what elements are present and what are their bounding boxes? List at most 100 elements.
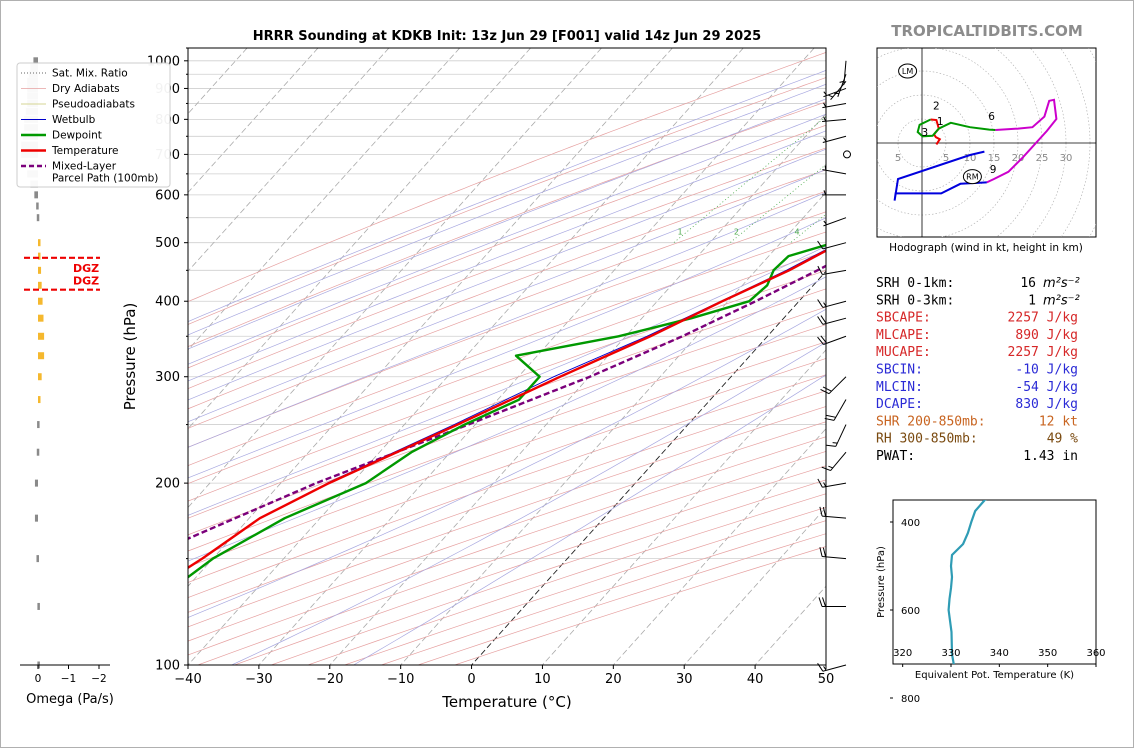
mixing-ratio-line <box>674 48 910 243</box>
theta-e-frame <box>893 500 1096 664</box>
x-tick-label: 0 <box>467 672 475 687</box>
index-label: PWAT: <box>876 449 915 464</box>
omega-bar <box>37 449 40 456</box>
index-value: 1 <box>1028 293 1036 308</box>
omega-bar <box>35 515 38 522</box>
wind-barb <box>840 61 846 85</box>
y-tick-label: 400 <box>155 295 180 310</box>
omega-x-tick-label: 0 <box>35 673 42 685</box>
wind-barb <box>819 597 846 606</box>
index-label: SRH 0-1km: <box>876 276 954 291</box>
hodograph-height-label: 1 <box>937 116 944 128</box>
index-unit: m²s⁻² <box>1043 276 1080 291</box>
index-label: MLCIN: <box>876 380 923 395</box>
omega-x-tick-label: −1 <box>61 673 76 685</box>
barb-flag <box>821 389 829 393</box>
wind-barb <box>818 336 846 345</box>
index-label: SBCIN: <box>876 363 923 378</box>
storm-motion-label: LM <box>902 67 913 76</box>
omega-bar <box>36 203 39 210</box>
mixing-ratio-label: 4 <box>794 227 799 236</box>
index-label: SHR 200-850mb: <box>876 414 986 429</box>
hodograph-ring-label: 5 <box>895 153 901 164</box>
index-label: MUCAPE: <box>876 345 931 360</box>
mixing-ratio-label: 2 <box>734 227 739 236</box>
omega-bar <box>38 373 42 380</box>
hodograph-height-label: 6 <box>988 111 995 123</box>
hodograph-height-label: 2 <box>933 100 940 112</box>
x-tick-label: 20 <box>605 672 622 687</box>
barb-half-flag <box>828 95 832 97</box>
theta-e-y-tick-label: 600 <box>901 606 920 617</box>
omega-bar <box>36 555 39 562</box>
barb-flag <box>823 597 826 606</box>
omega-x-tick-label: −2 <box>91 673 106 685</box>
legend-label: Temperature <box>51 145 119 157</box>
index-label: MLCAPE: <box>876 328 931 343</box>
barb-flag <box>820 547 822 556</box>
isotherm-line <box>259 48 814 665</box>
mixing-ratio-label: 6 <box>832 227 837 236</box>
index-label: DCAPE: <box>876 397 923 412</box>
x-tick-label: −40 <box>174 672 201 687</box>
barb-staff <box>831 452 846 470</box>
hodograph-ring-label: 30 <box>1060 153 1073 164</box>
theta-e-x-tick-label: 320 <box>893 648 912 659</box>
wind-barb <box>821 377 846 394</box>
y-tick-label: 500 <box>155 236 180 251</box>
wind-barb <box>820 507 846 518</box>
wind-barb <box>820 547 846 558</box>
index-value: 2257 J/kg <box>1008 311 1078 326</box>
index-value: 12 kt <box>1039 414 1078 429</box>
wind-barb <box>828 81 846 99</box>
x-tick-label: 30 <box>676 672 693 687</box>
theta-e-y-tick-label: 400 <box>901 518 920 529</box>
barb-staff <box>836 425 846 447</box>
hodograph-height-label: 3 <box>922 127 929 139</box>
chart-title: HRRR Sounding at KDKB Init: 13z Jun 29 [… <box>253 29 761 44</box>
y-tick-label: 200 <box>155 477 180 492</box>
wind-barb <box>823 218 846 226</box>
theta-e-y-label: Pressure (hPa) <box>876 546 887 618</box>
x-tick-label: 40 <box>747 672 764 687</box>
index-label: SBCAPE: <box>876 311 931 326</box>
index-value: 2257 J/kg <box>1008 345 1078 360</box>
legend-label: Parcel Path (100mb) <box>52 173 158 185</box>
barb-flag <box>826 415 835 417</box>
omega-bar <box>38 333 44 340</box>
site-watermark: TROPICALTIDBITS.COM <box>891 22 1083 40</box>
omega-bar <box>38 239 41 246</box>
x-axis-label: Temperature (°C) <box>441 693 571 711</box>
wind-barb <box>818 241 846 249</box>
barb-staff <box>829 377 846 394</box>
wind-barbs <box>818 61 851 671</box>
index-value: 830 J/kg <box>1015 397 1078 412</box>
index-value: -10 J/kg <box>1015 363 1078 378</box>
barb-staff <box>823 218 846 226</box>
wind-barb <box>822 452 846 470</box>
x-tick-label: −30 <box>245 672 272 687</box>
omega-bar <box>37 421 40 428</box>
legend-label: Dry Adiabats <box>52 83 120 95</box>
barb-flag <box>818 300 823 308</box>
legend-label: Sat. Mix. Ratio <box>52 68 128 80</box>
x-tick-label: −10 <box>387 672 414 687</box>
storm-motion-label: RM <box>966 173 979 182</box>
wind-barb <box>844 151 851 158</box>
omega-bar <box>38 282 42 289</box>
y-tick-label: 600 <box>155 188 180 203</box>
barb-flag <box>823 387 831 391</box>
index-label: RH 300-850mb: <box>876 432 978 447</box>
mixing-ratio-label: 8 <box>859 227 864 236</box>
theta-e-x-label: Equivalent Pot. Temperature (K) <box>915 670 1074 681</box>
barb-flag <box>823 548 825 557</box>
wind-barb <box>818 663 846 671</box>
barb-half-flag <box>824 190 826 195</box>
y-tick-label: 300 <box>155 370 180 385</box>
barb-half-flag <box>825 166 826 171</box>
omega-bar <box>38 352 44 359</box>
theta-e-x-tick-label: 350 <box>1038 648 1057 659</box>
